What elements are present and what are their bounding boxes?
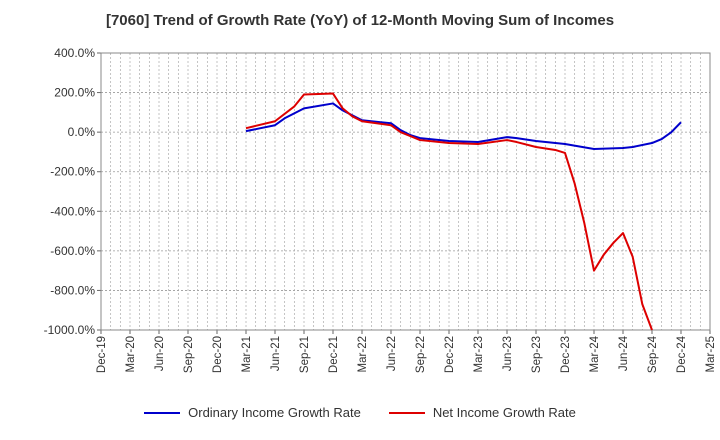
legend-item-net-income: Net Income Growth Rate bbox=[388, 405, 576, 420]
y-tick-label: 400.0% bbox=[54, 46, 95, 60]
legend: Ordinary Income Growth Rate Net Income G… bbox=[0, 405, 720, 420]
chart-title: [7060] Trend of Growth Rate (YoY) of 12-… bbox=[105, 12, 615, 29]
legend-label-ordinary-income: Ordinary Income Growth Rate bbox=[188, 405, 361, 420]
x-tick-label: Sep-23 bbox=[531, 336, 543, 373]
x-tick-label: Mar-22 bbox=[357, 336, 369, 372]
x-tick-label: Sep-20 bbox=[183, 336, 195, 373]
plot-border bbox=[100, 52, 711, 331]
x-tick-label: Mar-21 bbox=[241, 336, 253, 372]
x-tick-label: Sep-24 bbox=[647, 335, 659, 373]
x-tick-label: Dec-21 bbox=[328, 336, 340, 373]
y-tick-label: 0.0% bbox=[68, 125, 96, 139]
x-tick-label: Jun-22 bbox=[386, 336, 398, 371]
x-tick-label: Mar-24 bbox=[589, 335, 601, 372]
x-tick-label: Dec-19 bbox=[96, 336, 108, 373]
x-tick-label: Jun-23 bbox=[502, 336, 514, 371]
x-tick-label: Mar-23 bbox=[473, 336, 485, 372]
legend-label-net-income: Net Income Growth Rate bbox=[432, 405, 576, 420]
series-line-ordinary-income bbox=[245, 102, 682, 150]
x-tick-label: Sep-21 bbox=[299, 336, 311, 373]
y-tick-labels: 400.0% 200.0% 0.0% -200.0% -400.0% -600.0% -80… bbox=[44, 46, 96, 337]
x-tick-label: Dec-22 bbox=[444, 336, 456, 373]
y-tick-label: -1000.0% bbox=[44, 323, 96, 337]
y-tick-label: 200.0% bbox=[54, 86, 95, 100]
legend-item-ordinary-income: Ordinary Income Growth Rate bbox=[144, 405, 361, 420]
x-tick-label: Mar-20 bbox=[125, 336, 137, 372]
legend-swatch-ordinary-income bbox=[144, 411, 181, 414]
y-tick-label: -600.0% bbox=[50, 244, 95, 258]
y-tick-label: -400.0% bbox=[50, 204, 95, 218]
x-tick-label: Dec-24 bbox=[676, 335, 688, 373]
x-tick-label: Mar-25 bbox=[705, 336, 717, 372]
series-line-net-income bbox=[245, 92, 653, 331]
series-layer bbox=[245, 92, 682, 331]
legend-swatch-net-income bbox=[388, 411, 425, 414]
y-tick-label: -200.0% bbox=[50, 165, 95, 179]
grid-layer bbox=[101, 52, 710, 331]
x-tick-label: Jun-24 bbox=[618, 335, 630, 371]
x-tick-label: Jun-20 bbox=[154, 336, 166, 371]
y-tick-label: -800.0% bbox=[50, 283, 95, 297]
x-tick-label: Jun-21 bbox=[270, 336, 282, 371]
x-tick-label: Sep-22 bbox=[415, 336, 427, 373]
x-tick-label: Dec-20 bbox=[212, 336, 224, 373]
x-tick-label: Dec-23 bbox=[560, 336, 572, 373]
x-tick-labels: Dec-19 Mar-20 Jun-20 Sep-20 Dec-20 Mar-21 Jun-… bbox=[96, 335, 717, 373]
axes-layer bbox=[97, 52, 711, 334]
